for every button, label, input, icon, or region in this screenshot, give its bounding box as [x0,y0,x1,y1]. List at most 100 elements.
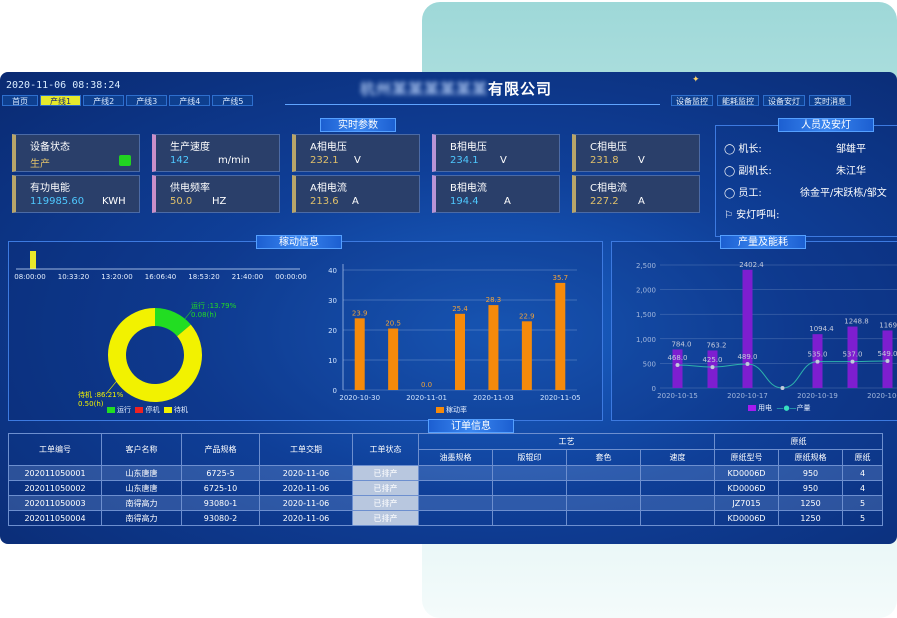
status-cell: 已排产 [352,465,419,481]
tab-equipment-lamp[interactable]: 设备安灯 [763,95,805,106]
status-cell: 已排产 [352,495,419,511]
col-paper-model: 原纸型号 [714,449,779,466]
person-label: 机长: [738,144,762,155]
bar-value-label: 0.0 [421,381,432,389]
card-b-voltage: B相电压 234.1 V [432,134,560,172]
tab-line-5[interactable]: 产线5 [212,95,254,106]
timeline-tick-label: 08:00:00 [14,273,45,281]
table-cell: 2020-11-06 [259,465,353,481]
col-spec: 产品规格 [181,433,260,466]
line-value-label: 537.0 [842,351,862,359]
person-row-vice-captain: ◯ 副机长: 朱江华 [724,162,866,177]
donut-chart [108,308,202,402]
col-delivery: 工单交期 [259,433,353,466]
card-label: B相电压 [450,142,487,153]
card-label: 供电频率 [170,183,210,194]
person-row-staff: ◯ 员工: 徐金平/宋跃栋/邹文 [724,184,887,199]
bar-value-label: 28.3 [486,296,502,304]
activity-bar [521,321,532,390]
line-tabs: 首页 产线1 产线2 产线3 产线4 产线5 [2,95,254,107]
tab-energy-monitor[interactable]: 能耗监控 [717,95,759,106]
timeline-tick-label: 10:33:20 [58,273,89,281]
line-value-label: 468.0 [667,354,687,362]
donut-standby-hours: 0.50(h) [78,400,104,408]
table-cell: KD0006D [714,480,779,496]
table-cell [492,465,567,481]
table-cell: 93080-1 [181,495,260,511]
title-decoration [285,75,660,105]
legend-standby: 待机 [173,406,188,414]
bar1-legend: 稼动率 [436,405,467,415]
y-tick-label: 10 [328,357,337,365]
person-icon: ◯ [724,188,736,199]
tab-line-4[interactable]: 产线4 [169,95,211,106]
table-cell [492,480,567,496]
tab-line-1[interactable]: 产线1 [40,95,82,106]
table-cell: 南得高力 [101,495,182,511]
table-cell: 2020-11-06 [259,495,353,511]
group-paper: 原纸 [714,433,883,450]
card-value: 213.6 [310,196,339,207]
card-unit: KWH [102,196,126,207]
table-cell: 5 [842,495,883,511]
col-speed: 速度 [640,449,715,466]
tab-home[interactable]: 首页 [2,95,38,106]
card-unit: HZ [212,196,227,207]
card-label: 设备状态 [30,142,70,153]
card-label: B相电流 [450,183,487,194]
orders-table: 工单编号 客户名称 产品规格 工单交期 工单状态 工艺 原纸 油墨规格 版辊印 … [8,433,883,526]
card-value: 194.4 [450,196,479,207]
status-cell: 已排产 [352,480,419,496]
bar-value-label: 22.9 [519,312,535,320]
person-label: 安灯呼叫: [736,210,780,221]
card-value: 227.2 [590,196,619,207]
table-cell: 1250 [778,510,843,526]
table-cell [640,510,715,526]
bar-value-label: 23.9 [352,309,368,317]
table-cell [418,495,493,511]
col-status: 工单状态 [352,433,419,466]
tab-line-2[interactable]: 产线2 [83,95,125,106]
y-tick-label: 20 [328,327,337,335]
legend-swatch [436,407,444,413]
card-label: 生产速度 [170,142,210,153]
bar-value-label: 784.0 [671,340,691,348]
table-row[interactable]: 202011050003 南得高力 93080-1 2020-11-06 已排产 JZ70… [8,495,883,511]
table-cell: 6725-10 [181,480,260,496]
logo-icon: ✦ [692,75,700,85]
activity-bar [354,318,365,390]
production-title: 产量及能耗 [720,235,806,249]
donut-slice-2 [108,308,202,402]
donut-standby-percent: 待机 :86.21% [78,391,124,399]
output-point [710,365,715,370]
table-cell: 6725-5 [181,465,260,481]
timeline-tick-label: 16:06:40 [145,273,176,281]
card-unit: A [352,196,359,207]
x-tick-label: 2020-11-01 [406,394,447,402]
y-tick-label: 1,500 [636,311,656,319]
table-cell [640,465,715,481]
card-label: C相电流 [590,183,627,194]
table-cell: 950 [778,480,843,496]
line-value-label: 489.0 [737,353,757,361]
charts-svg: 08:00:00 10:33:20 13:20:00 16:06:40 18:53:20… [14,251,897,402]
power-bar [707,350,718,388]
activity-bar [455,313,465,390]
tab-line-3[interactable]: 产线3 [126,95,168,106]
tab-equipment-monitor[interactable]: 设备监控 [671,95,713,106]
table-row[interactable]: 202011050002 山东唐唐 6725-10 2020-11-06 已排产 KD00… [8,480,883,496]
realtime-title: 实时参数 [320,118,396,132]
table-row[interactable]: 202011050001 山东唐唐 6725-5 2020-11-06 已排产 KD000… [8,465,883,481]
table-cell: KD0006D [714,510,779,526]
x-tick-label: 2020-10-21 [867,392,897,400]
x-tick-label: 2020-10-15 [657,392,698,400]
x-tick-label: 2020-10-17 [727,392,768,400]
table-cell: 4 [842,465,883,481]
status-cell: 已排产 [352,510,419,526]
donut-slice-0 [154,308,191,337]
table-cell [418,465,493,481]
tab-realtime-messages[interactable]: 实时消息 [809,95,851,106]
group-craft: 工艺 [418,433,715,450]
table-row[interactable]: 202011050004 南得高力 93080-2 2020-11-06 已排产 KD00… [8,510,883,526]
